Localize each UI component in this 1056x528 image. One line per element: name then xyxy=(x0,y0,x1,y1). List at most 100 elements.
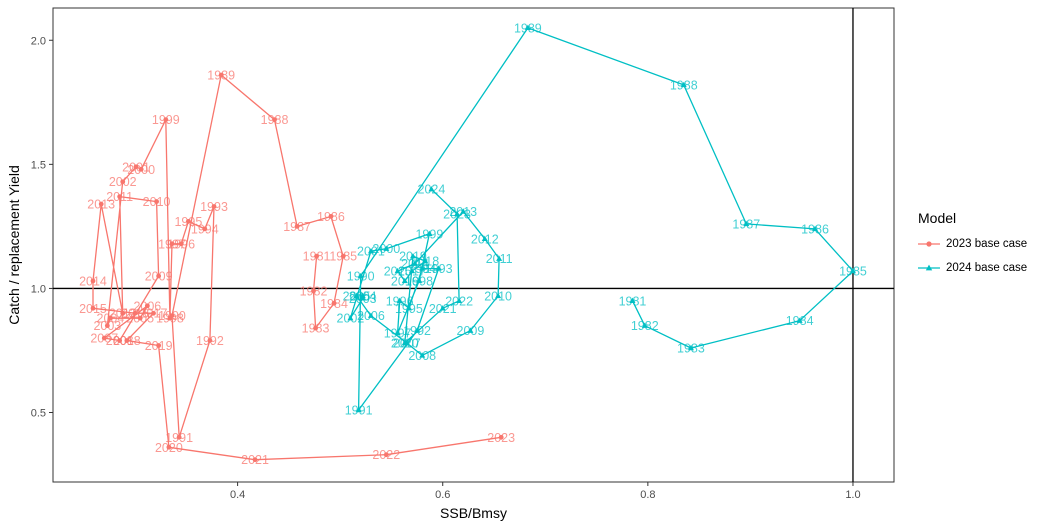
point-label: 1994 xyxy=(408,262,436,276)
point-label: 2005 xyxy=(126,312,154,326)
series-2023 xyxy=(90,72,504,463)
point-label: 2010 xyxy=(143,195,171,209)
y-tick-label: 0.5 xyxy=(31,408,46,420)
point-label: 2006 xyxy=(133,299,161,313)
data-point xyxy=(460,208,467,214)
point-label: 2008 xyxy=(408,349,436,363)
point-label: 2002 xyxy=(109,175,137,189)
data-point xyxy=(357,272,364,279)
point-label: 2001 xyxy=(122,160,150,174)
point-label: 2002 xyxy=(337,312,365,326)
point-label: 2007 xyxy=(90,332,118,346)
data-point xyxy=(812,225,819,232)
data-point xyxy=(154,199,159,204)
data-point xyxy=(412,260,419,266)
legend: Model 2023 base case 2024 base case xyxy=(918,210,1053,280)
data-point xyxy=(422,257,429,264)
data-point xyxy=(104,323,110,329)
data-point xyxy=(428,185,435,192)
data-point xyxy=(138,166,144,172)
point-label: 1999 xyxy=(152,113,180,127)
point-label: 2022 xyxy=(372,448,400,462)
data-point xyxy=(419,352,426,358)
point-label: 1990 xyxy=(158,309,186,323)
data-point xyxy=(311,288,316,294)
point-label: 2017 xyxy=(398,265,426,279)
data-point xyxy=(176,434,182,440)
data-point xyxy=(101,335,107,341)
point-label: 1982 xyxy=(631,319,659,333)
point-label: 2015 xyxy=(79,302,107,316)
data-point xyxy=(367,312,374,318)
data-point xyxy=(467,327,474,333)
point-label: 1981 xyxy=(303,250,331,264)
point-label: 2020 xyxy=(155,441,183,455)
point-label: 2004 xyxy=(349,289,377,303)
y-tick-label: 1.0 xyxy=(31,283,46,295)
axes: 0.4 0.6 0.8 1.0 0.5 1.0 1.5 2.0 xyxy=(31,7,895,501)
data-point xyxy=(211,204,217,209)
point-label: 1991 xyxy=(165,431,193,445)
point-label: 2015 xyxy=(384,265,412,279)
point-label: 2007 xyxy=(393,337,421,351)
x-tick-label: 0.8 xyxy=(640,489,655,501)
point-labels: 1981 1982 1983 1984 1985 1986 1987 1988 1989 1990… xyxy=(79,21,867,467)
point-label: 1984 xyxy=(320,297,348,311)
data-point xyxy=(367,248,374,254)
legend-label-2024: 2024 base case xyxy=(946,262,1028,274)
data-point xyxy=(294,223,300,229)
point-label: 2018 xyxy=(113,334,141,348)
y-tick-label: 1.5 xyxy=(31,159,46,171)
data-point xyxy=(394,267,401,274)
point-label: 2014 xyxy=(401,257,429,271)
data-point xyxy=(163,117,169,123)
data-point xyxy=(426,230,433,237)
legend-key-triangle xyxy=(918,264,940,271)
data-point xyxy=(340,253,346,259)
series-layer xyxy=(90,24,856,463)
data-point xyxy=(359,292,366,299)
point-label: 1985 xyxy=(839,265,867,279)
data-point xyxy=(409,252,416,259)
point-label: 2013 xyxy=(449,205,477,219)
data-point xyxy=(396,297,403,304)
point-label: 1997 xyxy=(384,327,412,341)
point-label: 1984 xyxy=(786,314,814,328)
point-label: 1983 xyxy=(302,322,330,336)
data-point xyxy=(331,300,337,306)
legend-item-2024: 2024 base case xyxy=(918,256,1053,280)
data-point xyxy=(796,317,803,323)
point-label: 1987 xyxy=(732,217,760,231)
point-label: 2023 xyxy=(487,431,515,445)
point-label: 2001 xyxy=(357,245,385,259)
data-point xyxy=(687,344,694,351)
point-label: 2004 xyxy=(97,312,125,326)
point-label: 1989 xyxy=(207,69,235,83)
point-label: 2017 xyxy=(140,307,168,321)
point-label: 2008 xyxy=(106,334,134,348)
data-point xyxy=(419,265,426,271)
point-label: 2021 xyxy=(241,453,269,467)
legend-item-2023: 2023 base case xyxy=(918,232,1053,256)
point-label: 1991 xyxy=(345,404,373,418)
data-point xyxy=(355,406,362,413)
data-point xyxy=(314,253,319,259)
point-label: 2018 xyxy=(411,255,439,269)
data-point xyxy=(117,338,123,343)
data-point xyxy=(383,245,390,251)
data-point xyxy=(383,452,389,458)
point-label: 1985 xyxy=(329,250,357,264)
point-label: 1986 xyxy=(317,210,345,224)
data-point xyxy=(124,338,130,343)
point-label: 1983 xyxy=(677,341,705,355)
data-point xyxy=(328,214,334,219)
data-point xyxy=(252,457,258,463)
data-point xyxy=(156,343,162,348)
data-point xyxy=(178,241,184,247)
data-point xyxy=(401,339,408,346)
point-label: 2005 xyxy=(343,289,371,303)
data-point xyxy=(90,278,96,284)
data-point xyxy=(524,24,531,31)
data-point xyxy=(98,201,104,207)
data-point xyxy=(439,305,446,311)
